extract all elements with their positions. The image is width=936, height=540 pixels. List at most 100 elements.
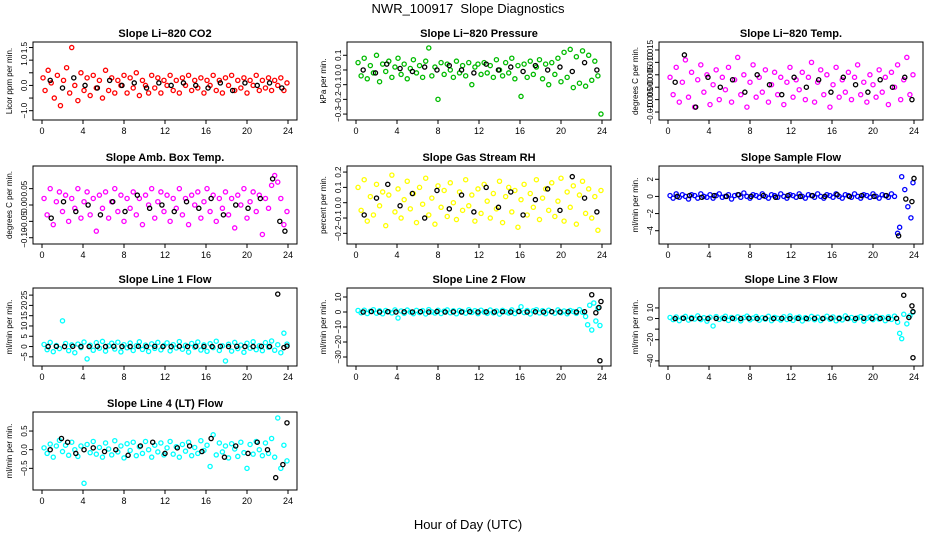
data-point	[201, 198, 207, 205]
data-point	[901, 311, 907, 318]
data-point	[281, 442, 287, 448]
data-point	[59, 85, 66, 91]
data-point	[673, 64, 679, 71]
data-point	[382, 222, 389, 229]
data-point	[765, 99, 772, 105]
data-point	[257, 195, 264, 202]
data-point	[446, 206, 453, 212]
data-point	[903, 196, 909, 202]
x-tick-label: 8	[121, 496, 126, 506]
data-point	[66, 90, 73, 96]
x-tick-label: 16	[201, 496, 211, 506]
data-point	[274, 179, 281, 185]
data-point	[867, 72, 873, 78]
data-point	[133, 452, 140, 459]
data-point	[865, 89, 871, 95]
data-point	[112, 90, 118, 96]
data-point	[278, 195, 284, 202]
data-point	[576, 80, 583, 86]
data-point	[102, 67, 109, 74]
data-point	[570, 183, 577, 189]
data-point	[888, 69, 895, 76]
data-point	[438, 59, 444, 66]
data-point	[102, 440, 109, 446]
data-point	[170, 451, 176, 457]
data-point	[75, 97, 81, 104]
y-tick-label: 0.5	[20, 425, 29, 437]
data-point	[198, 437, 204, 444]
data-point	[247, 198, 253, 205]
data-point	[232, 443, 239, 449]
chart-title: Slope Amb. Box Temp.	[106, 152, 225, 164]
data-point	[47, 441, 53, 447]
data-point	[262, 339, 269, 346]
data-point	[836, 94, 842, 100]
data-point	[182, 448, 189, 454]
data-point	[268, 338, 275, 344]
data-point	[459, 207, 466, 214]
data-point	[167, 218, 173, 225]
data-point	[281, 330, 287, 336]
data-point	[124, 195, 130, 202]
data-point	[65, 218, 72, 225]
data-point	[262, 440, 269, 446]
data-point	[707, 101, 713, 108]
data-point	[131, 80, 137, 86]
data-point	[122, 208, 128, 215]
data-point	[179, 212, 186, 218]
data-point	[81, 87, 87, 94]
data-point	[447, 180, 454, 186]
x-tick-label: 20	[556, 250, 566, 260]
data-point	[673, 191, 679, 197]
x-tick-label: 8	[435, 250, 440, 260]
data-point	[910, 179, 916, 186]
data-point	[130, 347, 136, 354]
data-point	[471, 70, 477, 76]
data-point	[744, 104, 750, 110]
data-point	[811, 315, 818, 322]
data-point	[716, 191, 723, 197]
data-point	[395, 186, 401, 192]
y-tick-label: −0.005	[646, 87, 655, 112]
data-point	[435, 183, 441, 189]
data-point	[581, 59, 588, 66]
data-point	[64, 439, 71, 445]
data-point	[40, 75, 46, 81]
data-point	[191, 77, 198, 84]
data-point	[573, 309, 580, 315]
data-point	[284, 341, 290, 347]
x-tick-label: 20	[242, 496, 252, 506]
x-tick-label: 0	[353, 372, 358, 382]
x-tick-label: 4	[80, 496, 85, 506]
data-point	[244, 215, 250, 221]
data-point	[247, 77, 253, 84]
data-point	[435, 96, 441, 103]
data-point	[72, 349, 78, 356]
y-tick-label: 1.5	[20, 41, 29, 53]
data-point	[509, 209, 515, 215]
data-point	[877, 315, 883, 322]
data-point	[176, 343, 183, 350]
y-tick-label: 5	[20, 333, 29, 338]
data-point	[516, 308, 522, 315]
data-point	[499, 73, 506, 79]
data-point	[692, 104, 699, 110]
data-point	[75, 185, 81, 192]
data-point	[160, 343, 166, 350]
data-point	[766, 81, 773, 88]
data-point	[245, 205, 251, 212]
x-tick-label: 4	[706, 126, 711, 136]
x-tick-label: 4	[706, 250, 711, 260]
data-point	[902, 74, 908, 81]
data-point	[219, 90, 226, 96]
data-point	[156, 80, 162, 86]
data-point	[444, 213, 450, 220]
data-point	[205, 85, 211, 91]
data-point	[112, 185, 118, 192]
data-point	[168, 343, 174, 350]
data-point	[71, 75, 77, 81]
data-point	[250, 189, 256, 195]
data-point	[70, 343, 76, 350]
data-point	[278, 349, 284, 356]
data-point	[729, 315, 736, 322]
